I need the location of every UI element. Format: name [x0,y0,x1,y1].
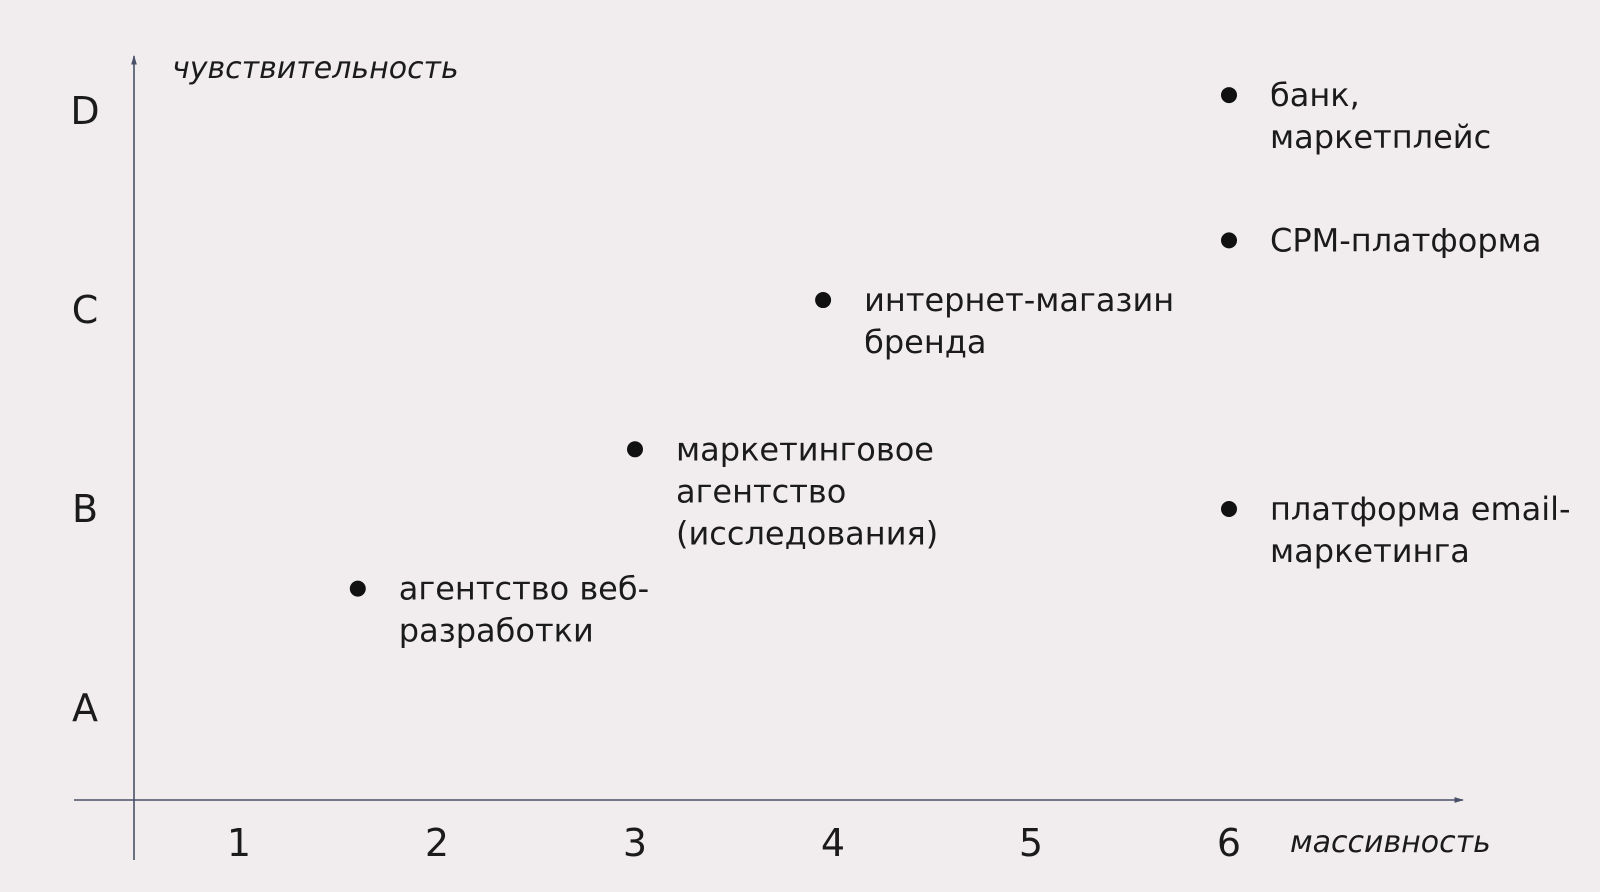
x-tick-label: 2 [425,821,449,865]
data-point: маркетинговое агентство (исследования) [627,430,938,552]
data-point: CPM-платформа [1221,221,1541,259]
y-tick-label: D [70,89,99,133]
point-label: банк, маркетплейс [1270,76,1491,156]
data-point: платформа email-маркетинга [1221,490,1571,570]
x-tick-label: 1 [227,821,251,865]
x-tick-label: 3 [623,821,647,865]
point-label: маркетинговое агентство (исследования) [676,430,938,552]
data-point: агентство веб-разработки [349,570,649,650]
x-tick-labels: 1 2 3 4 5 6 [227,821,1241,865]
x-axis-title: массивность [1290,825,1491,860]
x-tick-label: 4 [821,821,845,865]
point-marker [1221,501,1237,517]
point-marker [815,292,832,309]
point-label: платформа email-маркетинга [1270,490,1571,570]
y-axis-title: чувствительность [172,51,459,86]
point-marker [1221,87,1237,104]
point-marker [1221,232,1237,249]
y-tick-labels: A B C D [70,89,99,730]
x-tick-label: 5 [1019,821,1043,865]
data-points: агентство веб-разработки маркетинговое аге… [349,76,1571,650]
point-label: CPM-платформа [1270,221,1541,259]
point-label: агентство веб-разработки [399,570,649,650]
y-tick-label: A [72,686,98,730]
y-tick-label: B [72,487,98,531]
point-label: интернет-магазин бренда [864,281,1174,361]
y-tick-label: C [72,288,99,332]
x-tick-label: 6 [1217,821,1241,865]
data-point: интернет-магазин бренда [815,281,1174,361]
point-marker [627,441,643,458]
data-point: банк, маркетплейс [1221,76,1491,156]
point-marker [349,580,366,597]
